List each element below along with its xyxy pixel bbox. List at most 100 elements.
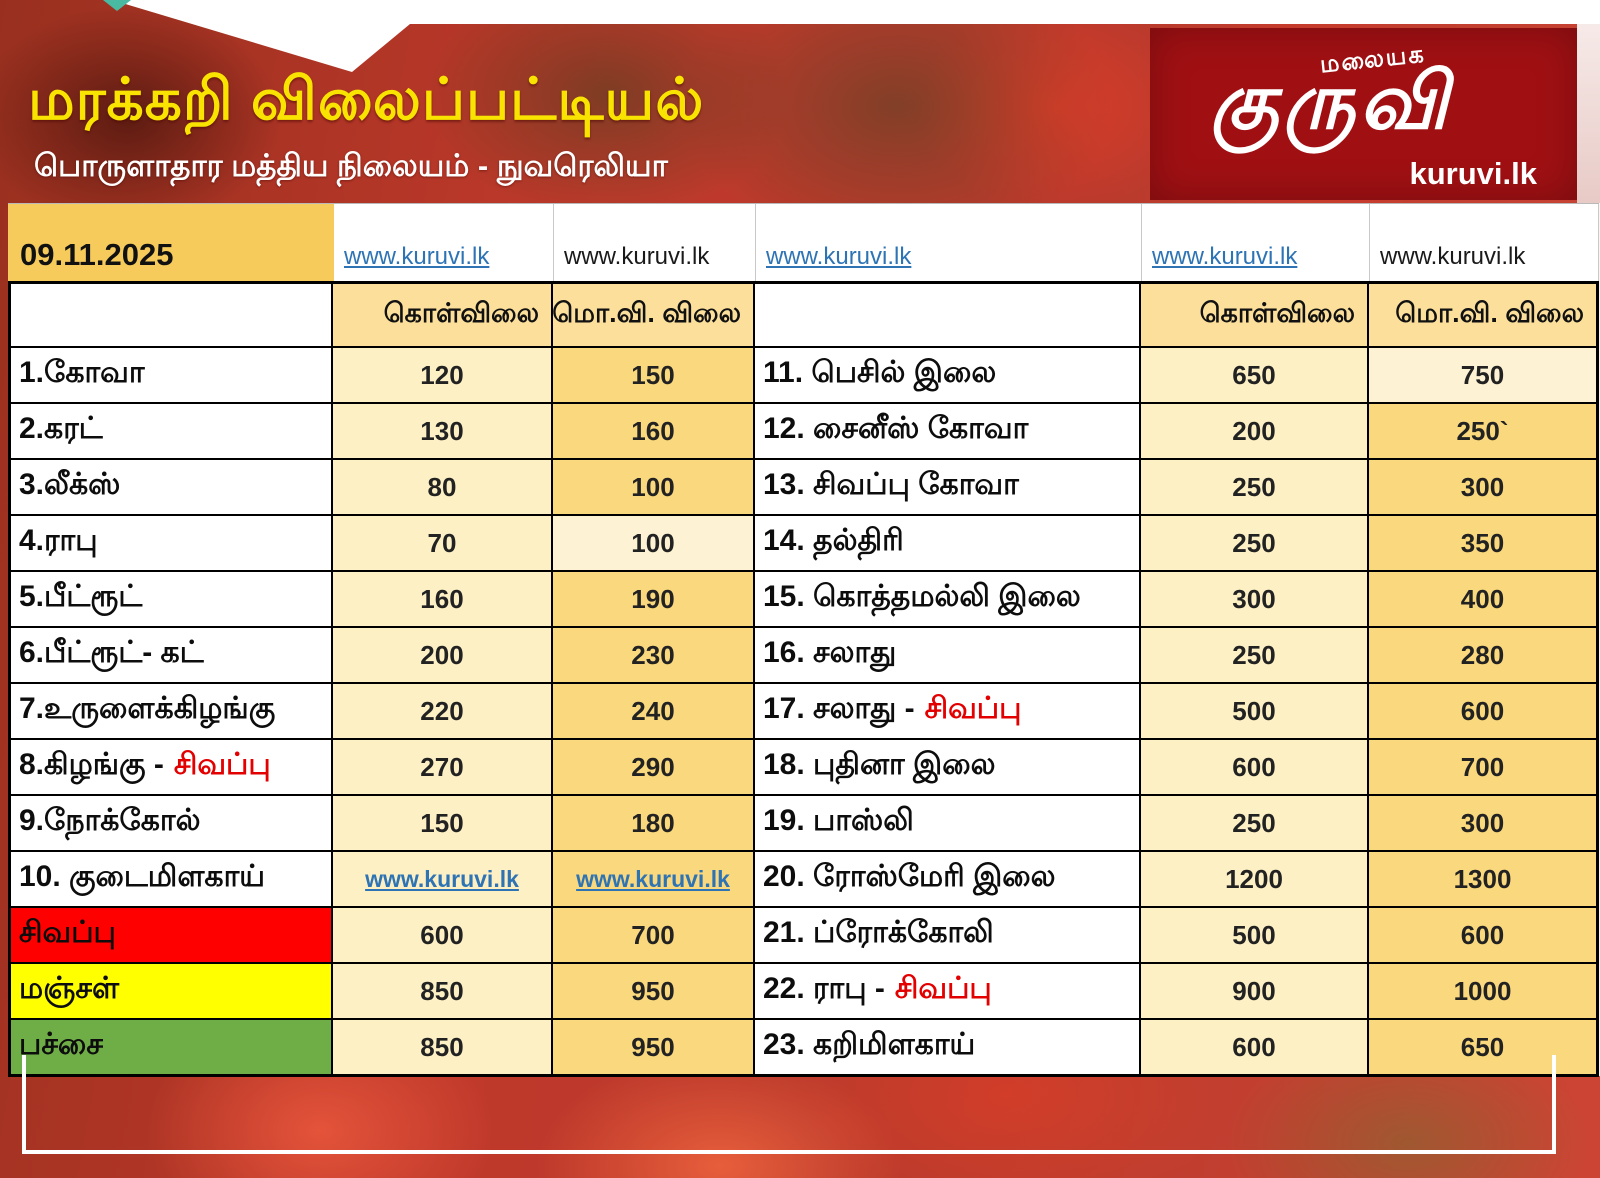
buy-price: 250: [1141, 628, 1367, 682]
kuruvi-link-3[interactable]: www.kuruvi.lk: [756, 204, 1142, 281]
wholesale-price: 100: [553, 460, 753, 514]
wholesale-price: 300: [1369, 796, 1596, 850]
buy-price: 600: [1141, 740, 1367, 794]
buy-price: 600: [1141, 1020, 1367, 1074]
item-name: 19. பாஸ்லி: [755, 796, 1139, 850]
buy-price: 70: [333, 516, 551, 570]
col-header-buy-right: கொள்விலை: [1141, 284, 1367, 346]
item-name: 2.கரட்: [11, 404, 331, 458]
logo-brand-script: குருவி: [1210, 57, 1452, 145]
item-name: 17. சலாது - சிவப்பு: [755, 684, 1139, 738]
buy-price: 500: [1141, 908, 1367, 962]
kuruvi-link-4[interactable]: www.kuruvi.lk: [1142, 204, 1370, 281]
buy-price: 300: [1141, 572, 1367, 626]
buy-price-link[interactable]: www.kuruvi.lk: [333, 852, 551, 906]
wholesale-price: 950: [553, 1020, 753, 1074]
col-header-empty-left: [11, 284, 331, 346]
red-word: சிவப்பு: [894, 972, 992, 1005]
wholesale-price: 600: [1369, 908, 1596, 962]
wholesale-price: 400: [1369, 572, 1596, 626]
buy-price: 600: [333, 908, 551, 962]
table-body: கொள்விலை மொ.வி. விலை கொள்விலை மொ.வி. விலை 1.…: [8, 281, 1599, 1077]
item-name: 13. சிவப்பு கோவா: [755, 460, 1139, 514]
wholesale-price-link[interactable]: www.kuruvi.lk: [553, 852, 753, 906]
kuruvi-link-1[interactable]: www.kuruvi.lk: [334, 204, 554, 281]
buy-price: 150: [333, 796, 551, 850]
col-header-buy-left: கொள்விலை: [333, 284, 551, 346]
item-name: 15. கொத்தமல்லி இலை: [755, 572, 1139, 626]
buy-price: 900: [1141, 964, 1367, 1018]
item-name: மஞ்சள்: [11, 964, 331, 1018]
red-word: சிவப்பு: [173, 748, 271, 781]
teal-accent-triangle: [103, 0, 131, 11]
buy-price: 80: [333, 460, 551, 514]
right-pink-strip: [1577, 24, 1600, 204]
kuruvi-logo: மலையக குருவி kuruvi.lk: [1150, 28, 1577, 200]
wholesale-price: 750: [1369, 348, 1596, 402]
wholesale-price: 180: [553, 796, 753, 850]
buy-price: 200: [333, 628, 551, 682]
item-name: 10. குடைமிளகாய்: [11, 852, 331, 906]
col-header-wholesale-left: மொ.வி. விலை: [553, 284, 753, 346]
buy-price: 120: [333, 348, 551, 402]
item-name: 4.ராபு: [11, 516, 331, 570]
item-name: 22. ராபு - சிவப்பு: [755, 964, 1139, 1018]
buy-price: 160: [333, 572, 551, 626]
logo-site-url: kuruvi.lk: [1409, 156, 1538, 191]
wholesale-price: 1300: [1369, 852, 1596, 906]
item-name: 16. சலாது: [755, 628, 1139, 682]
item-name: சிவப்பு: [11, 908, 331, 962]
date-label: 09.11.2025: [8, 204, 334, 281]
buy-price: 500: [1141, 684, 1367, 738]
wholesale-price: 700: [553, 908, 753, 962]
wholesale-price: 230: [553, 628, 753, 682]
wholesale-price: 1000: [1369, 964, 1596, 1018]
wholesale-price: 190: [553, 572, 753, 626]
wholesale-price: 300: [1369, 460, 1596, 514]
wholesale-price: 600: [1369, 684, 1596, 738]
wholesale-price: 280: [1369, 628, 1596, 682]
buy-price: 220: [333, 684, 551, 738]
footer-white-frame: [22, 1055, 1556, 1154]
item-name: 7.உருளைக்கிழங்கு: [11, 684, 331, 738]
item-name: 3.லீக்ஸ்: [11, 460, 331, 514]
col-header-empty-right: [755, 284, 1139, 346]
kuruvi-link-5: www.kuruvi.lk: [1370, 204, 1599, 281]
item-name: 1.கோவா: [11, 348, 331, 402]
buy-price: 270: [333, 740, 551, 794]
item-name: 12. சைனீஸ் கோவா: [755, 404, 1139, 458]
wholesale-price: 950: [553, 964, 753, 1018]
buy-price: 250: [1141, 460, 1367, 514]
item-name: 9.நோக்கோல்: [11, 796, 331, 850]
buy-price: 250: [1141, 796, 1367, 850]
wholesale-price: 150: [553, 348, 753, 402]
buy-price: 850: [333, 1020, 551, 1074]
wholesale-price: 350: [1369, 516, 1596, 570]
item-name: பச்சை: [11, 1020, 331, 1074]
buy-price: 650: [1141, 348, 1367, 402]
page-subtitle: பொருளாதார மத்திய நிலையம் - நுவரெலியா: [34, 148, 668, 183]
red-word: சிவப்பு: [924, 692, 1022, 725]
price-table: 09.11.2025 www.kuruvi.lk www.kuruvi.lk www…: [8, 203, 1599, 1077]
buy-price: 130: [333, 404, 551, 458]
item-name: 6.பீட்ரூட்- கட்: [11, 628, 331, 682]
col-header-wholesale-right: மொ.வி. விலை: [1369, 284, 1596, 346]
wholesale-price: 290: [553, 740, 753, 794]
item-name: 5.பீட்ரூட்: [11, 572, 331, 626]
item-name: 8.கிழங்கு - சிவப்பு: [11, 740, 331, 794]
date-row: 09.11.2025 www.kuruvi.lk www.kuruvi.lk www…: [8, 203, 1599, 281]
buy-price: 250: [1141, 516, 1367, 570]
wholesale-price: 700: [1369, 740, 1596, 794]
item-name: 14. தல்திரி: [755, 516, 1139, 570]
wholesale-price: 240: [553, 684, 753, 738]
wholesale-price: 100: [553, 516, 753, 570]
wholesale-price: 250`: [1369, 404, 1596, 458]
item-name: 20. ரோஸ்மேரி இலை: [755, 852, 1139, 906]
item-name: 11. பெசில் இலை: [755, 348, 1139, 402]
item-name: 23. கறிமிளகாய்: [755, 1020, 1139, 1074]
buy-price: 1200: [1141, 852, 1367, 906]
wholesale-price: 650: [1369, 1020, 1596, 1074]
buy-price: 200: [1141, 404, 1367, 458]
item-name: 21. ப்ரோக்கோலி: [755, 908, 1139, 962]
